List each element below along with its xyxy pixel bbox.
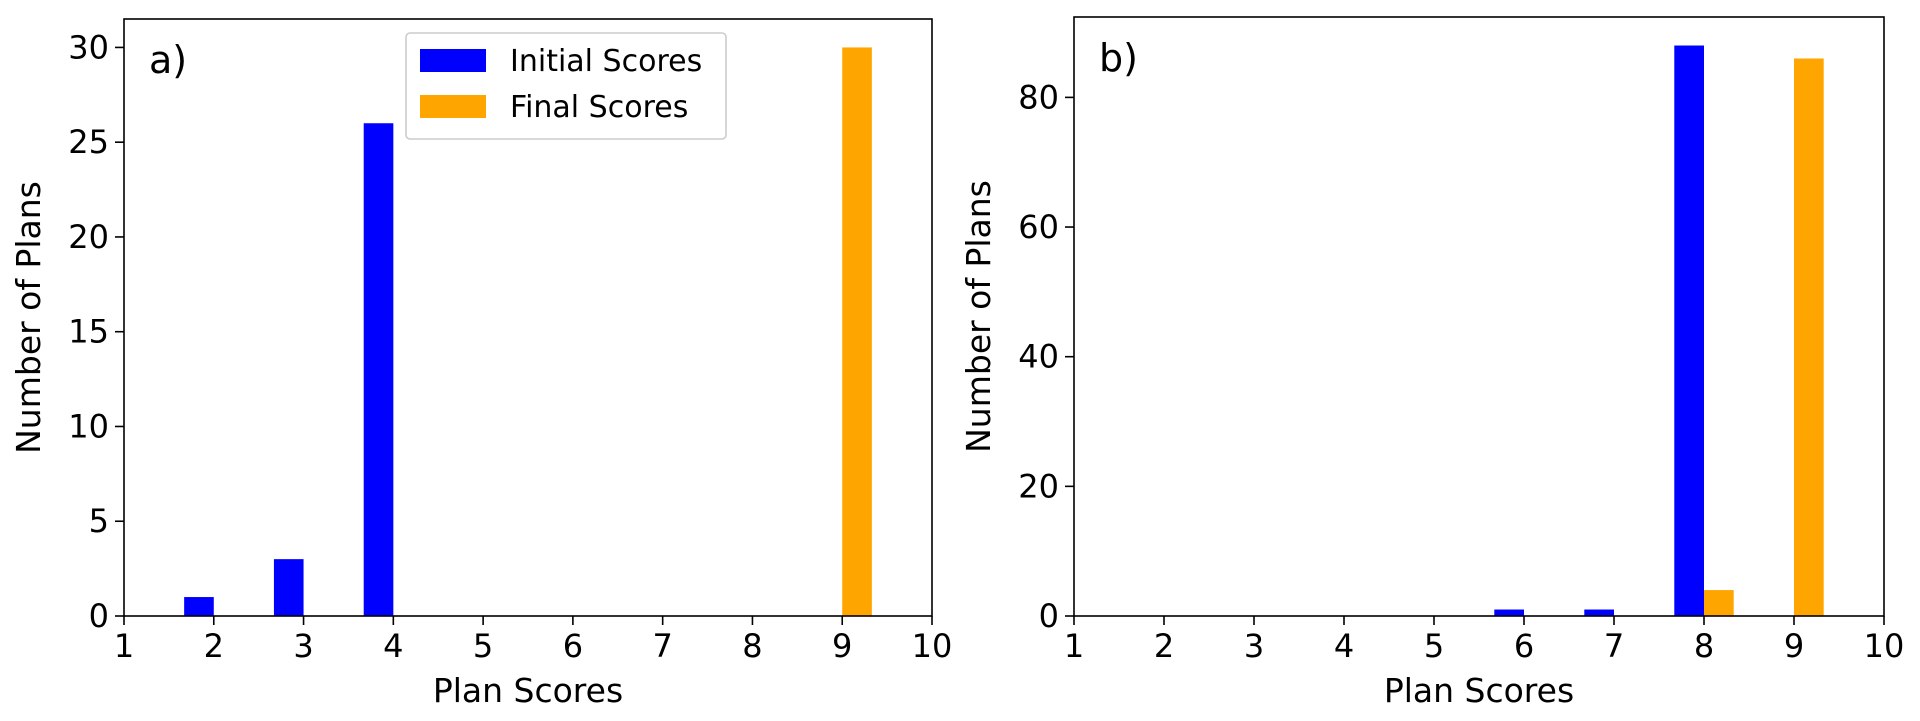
x-tick-label: 3 (1244, 627, 1264, 665)
y-tick-label: 40 (1018, 338, 1059, 376)
y-axis-label: Number of Plans (9, 181, 48, 454)
y-tick-label: 0 (1039, 597, 1059, 635)
x-tick-label: 1 (114, 627, 134, 665)
x-tick-label: 8 (742, 627, 762, 665)
x-tick-label: 2 (1154, 627, 1174, 665)
legend-swatch-initial-scores (420, 49, 486, 72)
chart-panel-1: 1 2 3 4 5 6 7 8 9 10 0 5 10 15 20 25 30 Plan Scores Number… (9, 18, 953, 710)
x-tick-label: 5 (473, 627, 493, 665)
y-tick-label: 20 (68, 218, 109, 256)
x-tick-label: 6 (1514, 627, 1534, 665)
chart-panel-2: 1 2 3 4 5 6 7 8 9 10 0 20 40 60 80 Plan Scores Number of… (959, 16, 1905, 710)
x-tick-label: 10 (1864, 627, 1905, 665)
x-tick-label: 3 (293, 627, 313, 665)
bar-initial-scores-3 (363, 123, 394, 617)
y-axis-label: Number of Plans (959, 180, 998, 453)
axes-frame (1073, 16, 1885, 617)
x-tick-label: 9 (1784, 627, 1804, 665)
bar-final-scores-1 (1704, 590, 1734, 616)
bar-final-scores-1 (842, 47, 872, 617)
x-tick-label: 8 (1694, 627, 1714, 665)
x-tick-label: 7 (652, 627, 672, 665)
bar-initial-scores-1 (1494, 609, 1524, 616)
x-tick-label: 2 (204, 627, 224, 665)
bar-initial-scores-2 (1584, 609, 1614, 616)
y-tick-label: 25 (68, 123, 109, 161)
y-tick-label: 10 (68, 407, 109, 445)
legend: Initial Scores Final Scores (405, 32, 727, 140)
y-tick-label: 80 (1018, 78, 1059, 116)
y-tick-label: 5 (89, 502, 109, 540)
y-tick-label: 15 (68, 313, 109, 351)
x-tick-label: 10 (912, 627, 953, 665)
x-tick-label: 9 (832, 627, 852, 665)
bar-final-scores-2 (1794, 58, 1824, 617)
y-tick-label: 60 (1018, 208, 1059, 246)
y-tick-label: 0 (89, 597, 109, 635)
x-tick-label: 7 (1604, 627, 1624, 665)
y-tick-label: 30 (68, 28, 109, 66)
x-tick-label: 4 (383, 627, 403, 665)
bar-initial-scores-2 (273, 559, 304, 616)
bar-initial-scores-3 (1674, 45, 1704, 616)
legend-label: Final Scores (510, 90, 688, 125)
x-tick-label: 6 (563, 627, 583, 665)
axes-frame (123, 18, 933, 617)
x-tick-label: 5 (1424, 627, 1444, 665)
panel-label: a) (149, 38, 187, 82)
legend-swatch-final-scores (420, 95, 486, 118)
x-tick-label: 4 (1334, 627, 1354, 665)
x-axis-label: Plan Scores (1384, 671, 1574, 710)
x-axis-label: Plan Scores (433, 671, 623, 710)
y-tick-label: 20 (1018, 467, 1059, 505)
panel-label: b) (1099, 36, 1138, 80)
bar-initial-scores-1 (184, 597, 214, 616)
x-tick-label: 1 (1064, 627, 1084, 665)
legend-label: Initial Scores (510, 44, 702, 79)
